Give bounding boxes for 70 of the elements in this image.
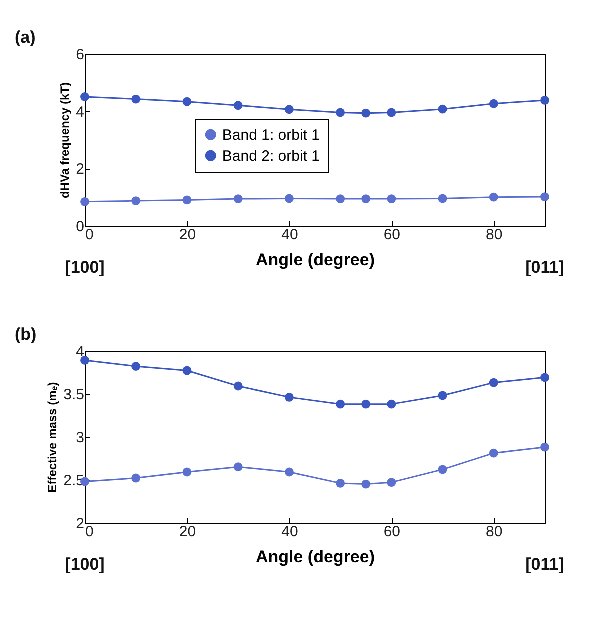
- point: [336, 478, 346, 488]
- point: [336, 194, 346, 204]
- x-tick-label: 20: [179, 226, 196, 244]
- point: [540, 96, 550, 105]
- point: [540, 373, 550, 382]
- x-tick-label: 40: [282, 524, 298, 540]
- point: [284, 194, 294, 204]
- point: [80, 356, 90, 365]
- point: [284, 105, 294, 114]
- point: [182, 196, 192, 205]
- text: [100]: [65, 555, 105, 574]
- point: [387, 400, 396, 409]
- point: [540, 442, 550, 452]
- point: [132, 362, 141, 371]
- point: [182, 468, 192, 477]
- point: [182, 366, 192, 376]
- y-tick-label: 2: [76, 516, 84, 532]
- text: (b): [15, 325, 37, 344]
- point: [336, 108, 346, 118]
- text: [011]: [526, 555, 564, 574]
- x-axis-title: Angle (degree): [256, 548, 376, 566]
- point: [540, 192, 550, 202]
- point: [362, 400, 371, 409]
- x-tick-label: 80: [486, 226, 503, 244]
- point: [234, 194, 243, 204]
- point: [234, 462, 243, 472]
- x-tick-label: 60: [384, 226, 401, 244]
- point: [387, 478, 396, 488]
- x-tick-label: 40: [282, 226, 298, 244]
- point: [362, 108, 371, 118]
- point: [438, 465, 448, 474]
- y-axis-title: dHVa frequency (kT): [58, 82, 72, 199]
- y-tick-label: 2: [76, 161, 84, 178]
- point: [387, 194, 396, 204]
- point: [362, 480, 371, 489]
- y-tick-label: 4: [76, 104, 84, 121]
- point: [438, 391, 448, 400]
- x-tick-label: 20: [179, 524, 196, 540]
- point: [132, 474, 141, 483]
- point: [438, 104, 448, 114]
- point: [489, 192, 498, 202]
- point: [182, 97, 192, 106]
- point: [80, 197, 90, 206]
- point: [284, 468, 294, 477]
- point: [387, 108, 396, 118]
- point: [80, 92, 90, 102]
- y-tick-label: 4: [76, 344, 84, 360]
- x-tick-label: 80: [486, 524, 503, 540]
- point: [438, 194, 448, 204]
- y-axis-title: Effective mass (mₑ): [46, 382, 60, 493]
- point: [132, 196, 141, 206]
- y-tick-label: 3.5: [64, 386, 84, 404]
- x-tick-label: 60: [384, 524, 401, 540]
- point: [336, 400, 346, 409]
- y-tick-label: 3: [76, 430, 84, 446]
- point: [284, 392, 294, 402]
- text: (a): [15, 28, 36, 47]
- legend-label: Band 1: orbit 1: [222, 126, 320, 144]
- point: [489, 99, 498, 108]
- legend-label: Band 2: orbit 1: [222, 148, 320, 165]
- point: [489, 448, 498, 458]
- point: [362, 194, 371, 204]
- y-tick-label: 6: [76, 46, 84, 64]
- point: [132, 94, 141, 104]
- text: [011]: [526, 258, 564, 277]
- text: [100]: [65, 258, 105, 277]
- point: [234, 101, 243, 110]
- x-axis-title: Angle (degree): [256, 250, 376, 270]
- point: [234, 382, 243, 391]
- point: [489, 378, 498, 388]
